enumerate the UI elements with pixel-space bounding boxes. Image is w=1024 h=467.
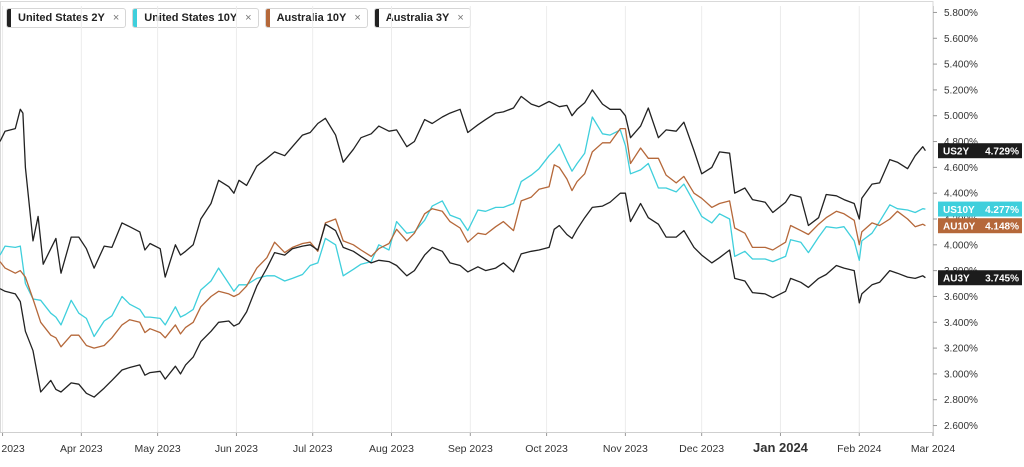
x-tick-label: Nov 2023 bbox=[603, 443, 648, 455]
series-layer bbox=[0, 89, 926, 398]
x-tick-label: Jun 2023 bbox=[215, 443, 258, 455]
last-value-tag-au3y: AU3Y 3.745% bbox=[938, 270, 1022, 286]
x-axis: Mar 2023 Apr 2023 May 2023 Jun 2023 Jul 2023… bbox=[0, 432, 955, 455]
tag-background bbox=[938, 218, 1022, 234]
x-tick-label: Sep 2023 bbox=[448, 443, 493, 455]
y-tick-label: 3.200% bbox=[944, 344, 978, 355]
legend-chip-us10y[interactable]: United States 10Y × bbox=[132, 8, 259, 28]
tag-series-label: US2Y bbox=[943, 147, 969, 158]
legend-label: United States 2Y bbox=[18, 12, 105, 24]
tag-series-value: 3.745% bbox=[985, 274, 1019, 285]
series-line-au3y bbox=[0, 192, 926, 398]
last-value-tag-au10y: AU10Y 4.148% bbox=[938, 218, 1022, 234]
y-tick-label: 5.800% bbox=[944, 8, 978, 19]
remove-series-icon[interactable]: × bbox=[457, 12, 464, 24]
last-value-tag-us2y: US2Y 4.729% bbox=[938, 143, 1022, 159]
y-tick-label: 5.400% bbox=[944, 60, 978, 71]
x-tick-label: Feb 2024 bbox=[837, 443, 882, 455]
remove-series-icon[interactable]: × bbox=[354, 12, 361, 24]
y-tick-label: 4.400% bbox=[944, 189, 978, 200]
x-tick-label: Jul 2023 bbox=[293, 443, 333, 455]
y-tick-label: 4.800% bbox=[944, 137, 978, 148]
legend-label: Australia 3Y bbox=[385, 12, 450, 24]
tag-background bbox=[938, 143, 1022, 159]
series-line-au10y bbox=[0, 127, 926, 349]
remove-series-icon[interactable]: × bbox=[245, 12, 252, 24]
legend-swatch bbox=[265, 9, 270, 27]
y-tick-label: 2.800% bbox=[944, 395, 978, 406]
last-value-tag-us10y: US10Y 4.277% bbox=[938, 201, 1022, 217]
x-tick-label: May 2023 bbox=[135, 443, 181, 455]
y-tick-label: 4.600% bbox=[944, 163, 978, 174]
x-tick-label: Dec 2023 bbox=[679, 443, 724, 455]
y-tick-label: 4.000% bbox=[944, 240, 978, 251]
y-tick-label: 2.600% bbox=[944, 421, 978, 432]
grid bbox=[0, 1, 934, 433]
tag-background bbox=[938, 201, 1022, 217]
y-tick-label: 3.400% bbox=[944, 318, 978, 329]
tag-series-value: 4.729% bbox=[985, 147, 1019, 158]
x-tick-label: Mar 2023 bbox=[0, 443, 25, 455]
legend-swatch bbox=[7, 9, 11, 27]
plot-border bbox=[0, 1, 934, 433]
tag-series-label: AU10Y bbox=[943, 222, 976, 233]
y-tick-label: 5.600% bbox=[944, 34, 978, 45]
y-tick-label: 3.600% bbox=[944, 292, 978, 303]
x-tick-label: Mar 2024 bbox=[911, 443, 956, 455]
x-tick-label: Apr 2023 bbox=[60, 443, 103, 455]
x-tick-label: Oct 2023 bbox=[525, 443, 568, 455]
tag-series-value: 4.148% bbox=[985, 222, 1019, 233]
legend: United States 2Y × United States 10Y × A… bbox=[6, 8, 471, 28]
tag-series-value: 4.277% bbox=[985, 205, 1019, 216]
remove-series-icon[interactable]: × bbox=[112, 12, 120, 24]
y-tick-label: 5.200% bbox=[944, 85, 978, 96]
y-tick-label: 5.000% bbox=[944, 111, 978, 122]
last-value-tags: US2Y 4.729% US10Y 4.277% AU10Y 4.148% AU3Y 3.74… bbox=[938, 143, 1022, 286]
y-tick-label: 3.000% bbox=[944, 369, 978, 380]
tag-background bbox=[938, 270, 1022, 286]
series-line-us10y bbox=[0, 116, 926, 338]
legend-chip-us2y[interactable]: United States 2Y × bbox=[6, 8, 127, 28]
legend-chip-au10y[interactable]: Australia 10Y × bbox=[264, 8, 368, 28]
series-line-us2y bbox=[0, 89, 926, 278]
tag-series-label: AU3Y bbox=[943, 274, 970, 285]
legend-swatch bbox=[133, 9, 138, 27]
legend-label: Australia 10Y bbox=[276, 12, 347, 24]
legend-swatch bbox=[374, 9, 379, 27]
tag-series-label: US10Y bbox=[943, 205, 975, 216]
x-tick-label: Jan 2024 bbox=[753, 440, 809, 455]
legend-label: United States 10Y bbox=[144, 12, 238, 24]
x-tick-label: Aug 2023 bbox=[369, 443, 414, 455]
